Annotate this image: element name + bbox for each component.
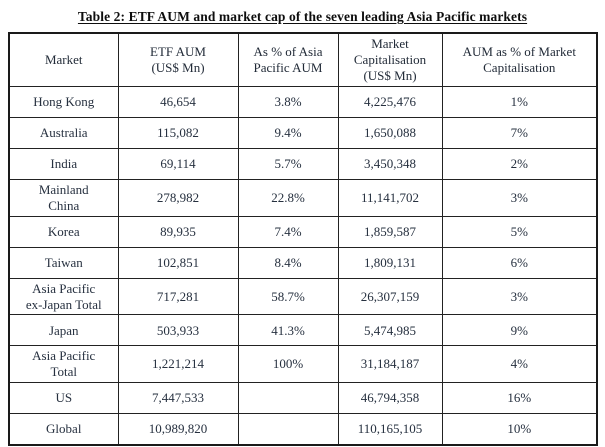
cell-market: India (8, 148, 119, 180)
cell-etf-aum: 717,281 (117, 277, 239, 316)
cell-pct-apac: 5.7% (237, 148, 339, 180)
cell-aum-pct-cap: 1% (441, 86, 598, 118)
etf-aum-table: Market ETF AUM (US$ Mn) As % of Asia Pac… (8, 32, 598, 447)
cell-market-cap: 3,450,348 (337, 148, 443, 180)
cell-etf-aum: 10,989,820 (117, 413, 239, 446)
table-row-apac-ex-japan-total: Asia Pacific ex-Japan Total 717,281 58.7… (8, 277, 598, 316)
table-row-india: India 69,114 5.7% 3,450,348 2% (8, 148, 598, 180)
cell-etf-aum: 278,982 (117, 179, 239, 217)
table-row-us: US 7,447,533 46,794,358 16% (8, 382, 598, 415)
cell-aum-pct-cap: 3% (441, 179, 598, 217)
table-header-row: Market ETF AUM (US$ Mn) As % of Asia Pac… (8, 32, 598, 87)
cell-market: Mainland China (8, 179, 119, 217)
table-row-mainland-china: Mainland China 278,982 22.8% 11,141,702 … (8, 179, 598, 217)
cell-market-cap: 1,650,088 (337, 117, 443, 149)
cell-aum-pct-cap: 5% (441, 215, 598, 248)
cell-market: Global (8, 413, 119, 446)
cell-pct-apac: 58.7% (237, 277, 339, 316)
cell-aum-pct-cap: 7% (441, 117, 598, 149)
cell-market: Korea (8, 215, 119, 248)
cell-etf-aum: 69,114 (117, 148, 239, 180)
cell-etf-aum: 503,933 (117, 314, 239, 347)
cell-aum-pct-cap: 10% (441, 413, 598, 446)
cell-market-cap: 46,794,358 (337, 382, 443, 415)
cell-pct-apac: 9.4% (237, 117, 339, 149)
cell-market: Taiwan (8, 246, 119, 279)
table-row-korea: Korea 89,935 7.4% 1,859,587 5% (8, 215, 598, 248)
cell-aum-pct-cap: 3% (441, 277, 598, 316)
cell-market-cap: 5,474,985 (337, 314, 443, 347)
cell-market-cap: 1,859,587 (337, 215, 443, 248)
cell-market-cap: 110,165,105 (337, 413, 443, 446)
cell-market: Asia Pacific Total (8, 345, 119, 384)
cell-pct-apac: 7.4% (237, 215, 339, 248)
cell-aum-pct-cap: 4% (441, 345, 598, 384)
cell-market: Hong Kong (8, 86, 119, 118)
cell-aum-pct-cap: 16% (441, 382, 598, 415)
table-row-asia-pacific-total: Asia Pacific Total 1,221,214 100% 31,184… (8, 345, 598, 384)
document-page: Table 2: ETF AUM and market cap of the s… (0, 9, 605, 447)
cell-market-cap: 31,184,187 (337, 345, 443, 384)
table-caption: Table 2: ETF AUM and market cap of the s… (77, 9, 528, 24)
column-header-etf-aum: ETF AUM (US$ Mn) (117, 32, 239, 87)
cell-aum-pct-cap: 6% (441, 246, 598, 279)
cell-aum-pct-cap: 2% (441, 148, 598, 180)
column-header-pct-apac-aum: As % of Asia Pacific AUM (237, 32, 339, 87)
cell-market: US (8, 382, 119, 415)
cell-etf-aum: 89,935 (117, 215, 239, 248)
cell-pct-apac: 22.8% (237, 179, 339, 217)
cell-pct-apac: 100% (237, 345, 339, 384)
cell-etf-aum: 7,447,533 (117, 382, 239, 415)
cell-market: Japan (8, 314, 119, 347)
table-row-japan: Japan 503,933 41.3% 5,474,985 9% (8, 314, 598, 347)
cell-pct-apac: 3.8% (237, 86, 339, 118)
table-row-hong-kong: Hong Kong 46,654 3.8% 4,225,476 1% (8, 86, 598, 118)
cell-market: Australia (8, 117, 119, 149)
cell-etf-aum: 102,851 (117, 246, 239, 279)
cell-market-cap: 4,225,476 (337, 86, 443, 118)
cell-market-cap: 26,307,159 (337, 277, 443, 316)
cell-pct-apac: 41.3% (237, 314, 339, 347)
cell-pct-apac (237, 413, 339, 446)
table-row-global: Global 10,989,820 110,165,105 10% (8, 413, 598, 446)
cell-etf-aum: 115,082 (117, 117, 239, 149)
cell-pct-apac (237, 382, 339, 415)
cell-market-cap: 11,141,702 (337, 179, 443, 217)
column-header-market: Market (8, 32, 119, 87)
table-row-australia: Australia 115,082 9.4% 1,650,088 7% (8, 117, 598, 149)
column-header-market-cap: Market Capitalisation (US$ Mn) (337, 32, 443, 87)
cell-etf-aum: 1,221,214 (117, 345, 239, 384)
cell-pct-apac: 8.4% (237, 246, 339, 279)
cell-etf-aum: 46,654 (117, 86, 239, 118)
cell-market: Asia Pacific ex-Japan Total (8, 277, 119, 316)
table-row-taiwan: Taiwan 102,851 8.4% 1,809,131 6% (8, 246, 598, 279)
cell-market-cap: 1,809,131 (337, 246, 443, 279)
cell-aum-pct-cap: 9% (441, 314, 598, 347)
column-header-aum-pct-cap: AUM as % of Market Capitalisation (441, 32, 598, 87)
